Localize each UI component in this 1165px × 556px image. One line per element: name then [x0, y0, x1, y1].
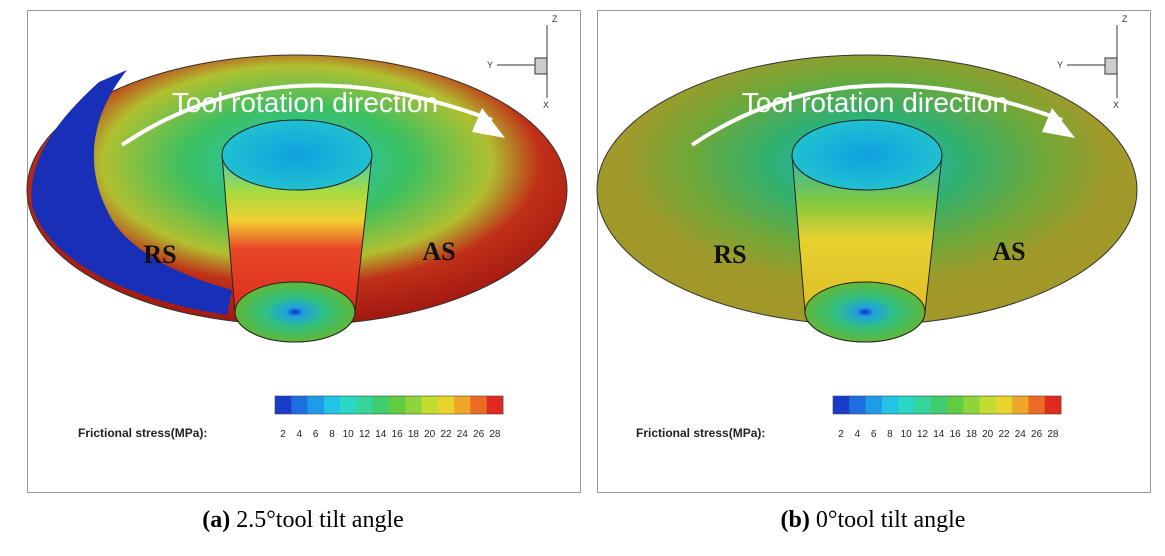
tool-shoulder: [221, 119, 373, 191]
tool-pin: [804, 281, 926, 343]
colorbar-cell: [947, 396, 964, 414]
tool-pin: [234, 281, 356, 343]
colorbar-tick: 12: [917, 429, 929, 440]
as-label: AS: [422, 237, 455, 266]
colorbar-tick: 26: [473, 429, 485, 440]
colorbar-tick: 6: [313, 429, 319, 440]
colorbar-tick: 26: [1031, 429, 1043, 440]
colorbar-tick: 14: [933, 429, 945, 440]
low-stress-zone: [31, 70, 232, 315]
colorbar-tick: 18: [408, 429, 420, 440]
colorbar-cell: [865, 396, 883, 414]
colorbar-tick: 2: [280, 429, 286, 440]
caption-tag: (b): [781, 507, 810, 533]
caption-tag: (a): [202, 507, 230, 533]
colorbar-cell: [291, 396, 308, 414]
caption: (a) 2.5°tool tilt angle: [202, 507, 404, 533]
rs-label: RS: [143, 240, 176, 269]
tool-shoulder: [791, 119, 943, 191]
colorbar-tick: 28: [1047, 429, 1059, 440]
colorbar-frame: [274, 395, 504, 415]
colorbar-tick: 8: [329, 429, 335, 440]
colorbar-tick: 24: [1015, 429, 1027, 440]
colorbar-cell: [470, 396, 488, 414]
colorbar-cell: [914, 396, 932, 414]
colorbar-tick: 16: [392, 429, 404, 440]
colorbar-cell: [979, 396, 997, 414]
as-label: AS: [992, 237, 1025, 266]
colorbar-tick: 14: [375, 429, 387, 440]
colorbar-tick: 10: [343, 429, 355, 440]
panel: Tool rotation direction RS AS Z Y X Frictional…: [26, 10, 581, 493]
arrow-head: [1042, 108, 1075, 138]
colorbar-cell: [307, 396, 325, 414]
colorbar-cell: [833, 396, 850, 414]
axis-box: [1104, 57, 1118, 75]
colorbar-cell: [323, 396, 341, 414]
axis-x: X: [543, 100, 549, 110]
colorbar-cell: [995, 396, 1013, 414]
colorbar-cell: [340, 396, 357, 414]
colorbar-cell: [849, 396, 866, 414]
colorbar-cell: [1012, 396, 1029, 414]
colorbar-cell: [454, 396, 471, 414]
colorbar-tick: 18: [966, 429, 978, 440]
colorbar-tick: 20: [424, 429, 436, 440]
colorbar-cell: [372, 396, 390, 414]
colorbar-cell: [275, 396, 292, 414]
colorbar-tick: 24: [457, 429, 469, 440]
rotation-arrow: [120, 83, 493, 147]
colorbar-cell: [356, 396, 374, 414]
legend-label: Frictional stress(MPa):: [636, 426, 765, 440]
axis-z: Z: [1122, 14, 1128, 24]
caption-text: 2.5°tool tilt angle: [236, 507, 404, 533]
colorbar-cell: [389, 396, 406, 414]
colorbar-tick: 4: [297, 429, 303, 440]
axis-y: Y: [487, 60, 493, 70]
legend-label: Frictional stress(MPa):: [78, 426, 207, 440]
axis-y: Y: [1057, 60, 1063, 70]
colorbar-cell: [1044, 396, 1062, 414]
rotation-arrow: [690, 83, 1063, 147]
colorbar-tick: 10: [901, 429, 913, 440]
rs-label: RS: [713, 240, 746, 269]
colorbar-cell: [963, 396, 980, 414]
rotation-label: Tool rotation direction: [172, 87, 438, 118]
caption: (b) 0°tool tilt angle: [781, 507, 966, 533]
colorbar-cell: [405, 396, 422, 414]
colorbar-tick: 8: [887, 429, 893, 440]
colorbar-tick: 12: [359, 429, 371, 440]
colorbar-tick: 6: [871, 429, 877, 440]
colorbar-cell: [1028, 396, 1046, 414]
colorbar-tick: 20: [982, 429, 994, 440]
arrow-head: [472, 108, 505, 138]
colorbar-cell: [437, 396, 455, 414]
axis-x: X: [1113, 100, 1119, 110]
colorbar-tick: 4: [855, 429, 861, 440]
colorbar-cell: [898, 396, 915, 414]
colorbar-tick: 28: [489, 429, 501, 440]
panel: Tool rotation direction RS AS Z Y X Frictional…: [596, 10, 1151, 493]
rotation-label: Tool rotation direction: [742, 87, 1008, 118]
colorbar-cell: [421, 396, 439, 414]
colorbar-cell: [930, 396, 948, 414]
colorbar-tick: 16: [950, 429, 962, 440]
colorbar-tick: 22: [998, 429, 1010, 440]
colorbar-cell: [881, 396, 899, 414]
caption-text: 0°tool tilt angle: [816, 507, 966, 533]
axis-z: Z: [552, 14, 558, 24]
colorbar-tick: 2: [838, 429, 844, 440]
colorbar-frame: [832, 395, 1062, 415]
colorbar-tick: 22: [440, 429, 452, 440]
colorbar-cell: [486, 396, 504, 414]
axis-box: [534, 57, 548, 75]
